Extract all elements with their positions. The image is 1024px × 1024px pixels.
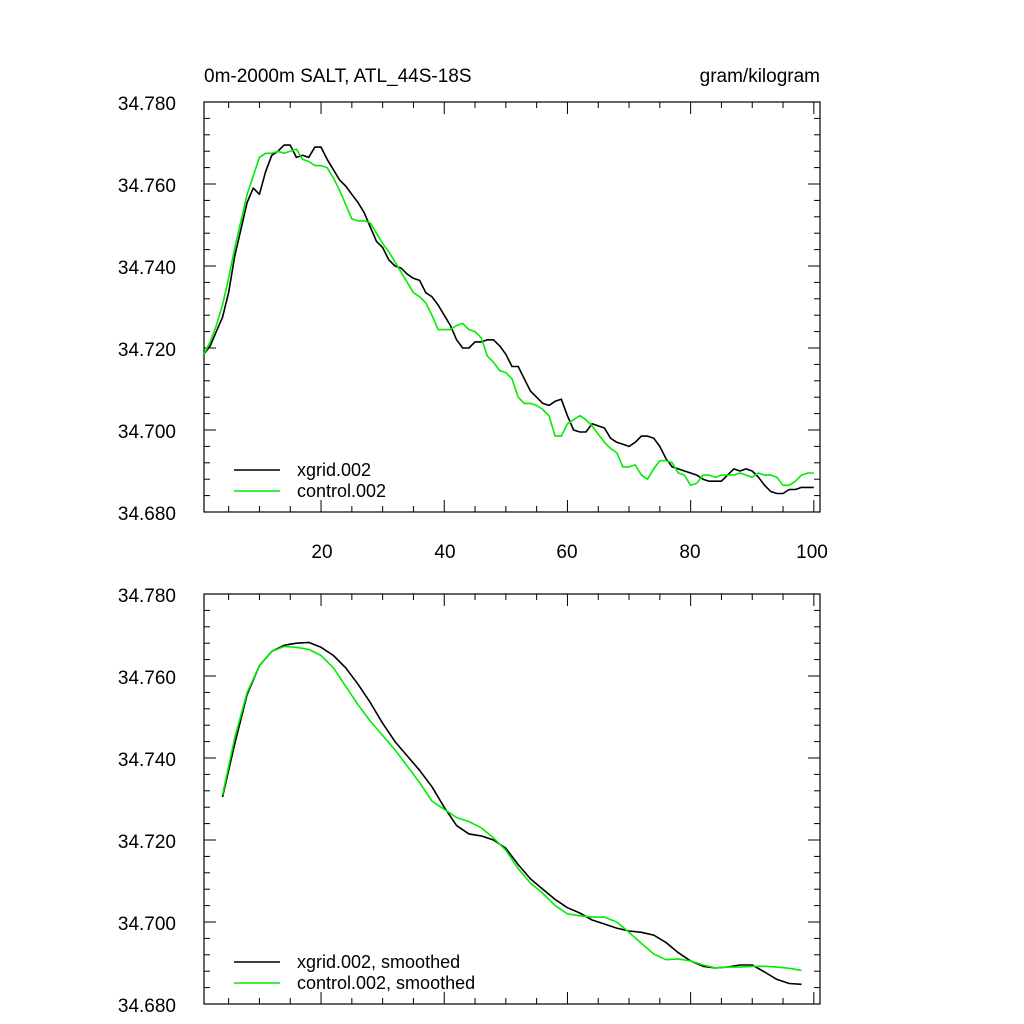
top-y-tick-labels: 34.780 34.760 34.740 34.720 34.700 34.68… (118, 94, 176, 525)
x-tick-label: 100 (796, 542, 828, 563)
top-axis-ticks (204, 101, 820, 513)
series-line-control-smoothed (221, 645, 802, 972)
y-tick-label: 34.720 (118, 340, 176, 361)
top-panel: 0m-2000m SALT, ATL_44S-18S gram/kilogram… (118, 66, 828, 563)
x-tick-label: 20 (311, 542, 332, 563)
bottom-plot-frame (203, 593, 821, 1005)
bottom-y-tick-labels: 34.780 34.760 34.740 34.720 34.700 34.68… (118, 586, 176, 1017)
top-series-lines (203, 144, 814, 495)
units-label: gram/kilogram (700, 66, 820, 87)
legend-label-control: control.002 (297, 481, 386, 501)
top-plot-frame (203, 101, 821, 513)
y-tick-label: 34.680 (118, 504, 176, 525)
x-tick-label: 80 (679, 542, 700, 563)
y-tick-label: 34.760 (118, 176, 176, 197)
series-line-control (203, 148, 814, 487)
y-tick-label: 34.680 (118, 996, 176, 1017)
series-line-xgrid (203, 144, 814, 495)
bottom-axis-ticks (204, 593, 820, 1005)
y-tick-label: 34.780 (118, 94, 176, 115)
y-tick-label: 34.720 (118, 832, 176, 853)
x-tick-label: 60 (556, 542, 577, 563)
legend-label-xgrid: xgrid.002 (297, 460, 371, 480)
top-x-tick-labels: 20 40 60 80 100 (311, 542, 827, 563)
legend-label-control-smoothed: control.002, smoothed (297, 973, 475, 993)
y-tick-label: 34.700 (118, 914, 176, 935)
chart-title: 0m-2000m SALT, ATL_44S-18S (204, 66, 472, 87)
y-tick-label: 34.700 (118, 422, 176, 443)
series-line-xgrid-smoothed (221, 641, 802, 986)
top-legend: xgrid.002 control.002 (234, 460, 386, 501)
x-tick-label: 40 (434, 542, 455, 563)
bottom-panel: 34.780 34.760 34.740 34.720 34.700 34.68… (118, 586, 821, 1017)
y-tick-label: 34.780 (118, 586, 176, 607)
legend-label-xgrid-smoothed: xgrid.002, smoothed (297, 952, 460, 972)
bottom-legend: xgrid.002, smoothed control.002, smoothe… (234, 952, 475, 993)
bottom-series-lines (221, 641, 802, 986)
y-tick-label: 34.740 (118, 750, 176, 771)
y-tick-label: 34.740 (118, 258, 176, 279)
y-tick-label: 34.760 (118, 668, 176, 689)
